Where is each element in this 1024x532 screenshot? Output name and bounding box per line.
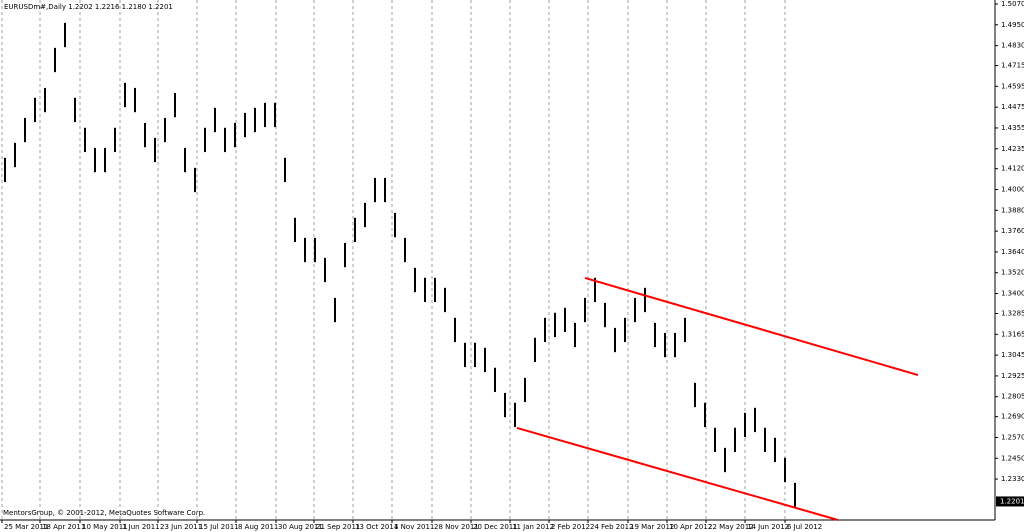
- x-tick-label: 23 Jun 2011: [160, 523, 202, 531]
- y-tick-label: 1.2450: [1001, 454, 1024, 462]
- y-tick-label: 1.4355: [1001, 124, 1024, 132]
- y-tick-label: 1.4475: [1001, 103, 1024, 111]
- x-tick-label: 14 Jun 2012: [747, 523, 789, 531]
- x-tick-label: 8 Aug 2011: [238, 523, 278, 531]
- y-tick-label: 1.2925: [1001, 372, 1024, 380]
- chart-title: EURUSDm#,Daily 1.2202 1.2216 1.2180 1.22…: [4, 3, 173, 11]
- y-tick-label: 1.4715: [1001, 62, 1024, 70]
- x-tick-label: 10 Apr 2012: [669, 523, 712, 531]
- x-tick-label: 18 Apr 2011: [42, 523, 85, 531]
- x-tick-label: 1 Jun 2011: [122, 523, 160, 531]
- y-tick-label: 1.4950: [1001, 21, 1024, 29]
- copyright: MentorsGroup, © 2001-2012, MetaQuotes So…: [3, 509, 205, 517]
- x-tick-label: 30 Aug 2011: [278, 523, 323, 531]
- x-tick-label: 20 Dec 2011: [473, 523, 518, 531]
- y-tick-label: 1.3045: [1001, 351, 1024, 359]
- trendline: [516, 426, 839, 521]
- x-tick-label: 24 Feb 2012: [590, 523, 634, 531]
- x-tick-label: 19 Mar 2012: [630, 523, 674, 531]
- x-tick-label: 6 Jul 2012: [787, 523, 822, 531]
- last-price-label: 1.2201: [1000, 497, 1024, 505]
- y-tick-label: 1.4830: [1001, 42, 1024, 50]
- y-tick-label: 1.3165: [1001, 330, 1024, 338]
- y-tick-label: 1.3760: [1001, 227, 1024, 235]
- x-tick-label: 15 Jul 2011: [199, 523, 239, 531]
- x-tick-label: 21 Sep 2011: [316, 523, 360, 531]
- x-tick-label: 4 Nov 2011: [394, 523, 434, 531]
- y-tick-label: 1.3285: [1001, 309, 1024, 317]
- trendline: [584, 276, 919, 377]
- x-tick-label: 10 May 2011: [82, 523, 128, 531]
- y-tick-label: 1.4595: [1001, 82, 1024, 90]
- y-tick-label: 1.3880: [1001, 206, 1024, 214]
- last-price-box: [996, 496, 1024, 507]
- y-tick-label: 1.4120: [1001, 165, 1024, 173]
- y-tick-label: 1.2330: [1001, 475, 1024, 483]
- x-tick-label: 2 Feb 2012: [551, 523, 590, 531]
- x-tick-label: 25 Mar 2011: [4, 523, 48, 531]
- y-tick-label: 1.2690: [1001, 413, 1024, 421]
- y-tick-label: 1.3640: [1001, 248, 1024, 256]
- x-tick-label: 22 May 2012: [708, 523, 754, 531]
- y-tick-label: 1.5070: [1001, 0, 1024, 8]
- y-tick-label: 1.4235: [1001, 145, 1024, 153]
- x-tick-label: 13 Oct 2011: [355, 523, 398, 531]
- x-tick-label: 28 Nov 2011: [434, 523, 479, 531]
- y-tick-label: 1.4000: [1001, 186, 1024, 194]
- x-tick-label: 11 Jan 2012: [512, 523, 554, 531]
- y-tick-label: 1.3520: [1001, 269, 1024, 277]
- y-tick-label: 1.3400: [1001, 290, 1024, 298]
- y-tick-label: 1.2805: [1001, 393, 1024, 401]
- y-tick-label: 1.2570: [1001, 433, 1024, 441]
